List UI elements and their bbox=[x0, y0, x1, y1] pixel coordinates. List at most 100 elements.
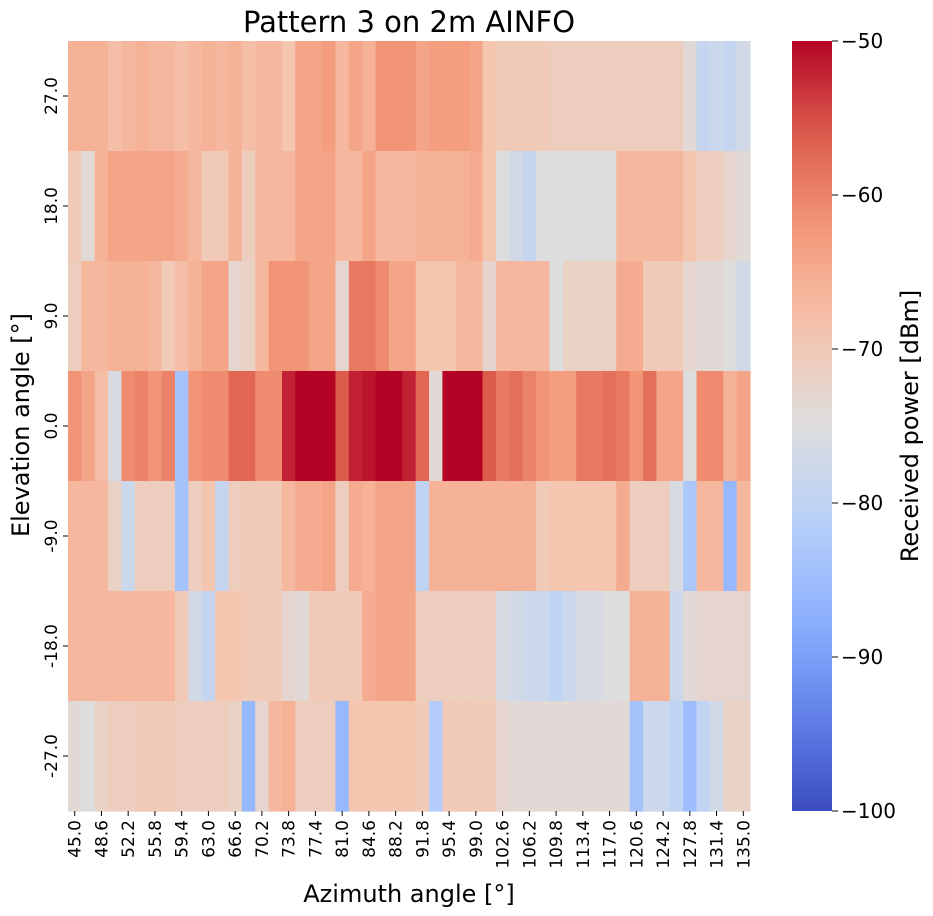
heatmap-cell bbox=[536, 41, 551, 152]
x-tick-label: 48.6 bbox=[92, 820, 112, 858]
heatmap-cell bbox=[108, 151, 123, 262]
heatmap-cell bbox=[629, 701, 644, 812]
heatmap-cell bbox=[268, 41, 283, 152]
heatmap-cell bbox=[281, 371, 296, 482]
x-tick-label: 84.6 bbox=[360, 820, 380, 858]
heatmap-cell bbox=[576, 151, 591, 262]
heatmap-cell bbox=[723, 371, 738, 482]
heatmap-cell bbox=[562, 701, 577, 812]
heatmap-cell bbox=[108, 41, 123, 152]
heatmap-cell bbox=[241, 701, 256, 812]
x-tick-label: 91.8 bbox=[413, 820, 433, 858]
heatmap-cell bbox=[375, 481, 390, 592]
heatmap-cell bbox=[495, 261, 510, 372]
x-tick-label: 113.4 bbox=[574, 820, 594, 869]
heatmap-cell bbox=[576, 261, 591, 372]
heatmap-cell bbox=[281, 151, 296, 262]
colorbar-label: Received power [dBm] bbox=[896, 290, 924, 562]
heatmap-cell bbox=[121, 591, 136, 702]
heatmap-cell bbox=[148, 371, 163, 482]
heatmap-cell bbox=[402, 701, 417, 812]
heatmap-cell bbox=[469, 41, 484, 152]
heatmap-cell bbox=[348, 371, 363, 482]
heatmap-cell bbox=[94, 481, 109, 592]
heatmap-cell bbox=[455, 261, 470, 372]
heatmap-cell bbox=[576, 371, 591, 482]
heatmap-cell bbox=[81, 481, 96, 592]
heatmap-cell bbox=[429, 261, 444, 372]
heatmap-cell bbox=[121, 41, 136, 152]
heatmap-cell bbox=[643, 701, 657, 812]
heatmap-cell bbox=[255, 371, 270, 482]
heatmap-cell bbox=[602, 701, 617, 812]
x-tick-label: 88.2 bbox=[387, 820, 407, 858]
heatmap-cell bbox=[643, 261, 657, 372]
heatmap-cell bbox=[375, 701, 390, 812]
heatmap-cell bbox=[656, 591, 671, 702]
heatmap-cell bbox=[228, 371, 243, 482]
heatmap-cell bbox=[602, 591, 617, 702]
heatmap-cell bbox=[188, 701, 203, 812]
colorbar-tick-label: −80 bbox=[841, 491, 883, 515]
heatmap-cell bbox=[348, 701, 363, 812]
heatmap-cell bbox=[322, 481, 337, 592]
heatmap-cell bbox=[94, 701, 109, 812]
heatmap-cell bbox=[362, 261, 377, 372]
heatmap-cell bbox=[495, 151, 510, 262]
heatmap-cell bbox=[241, 371, 256, 482]
heatmap-cell bbox=[255, 591, 270, 702]
heatmap-cell bbox=[161, 261, 176, 372]
heatmap-cell bbox=[442, 41, 457, 152]
heatmap-cell bbox=[335, 41, 350, 152]
heatmap-cell bbox=[108, 701, 123, 812]
heatmap-cell bbox=[683, 701, 698, 812]
x-tick-label: 135.0 bbox=[734, 820, 754, 869]
heatmap-cell bbox=[616, 261, 631, 372]
heatmap-cell bbox=[268, 151, 283, 262]
heatmap-cell bbox=[148, 481, 163, 592]
heatmap-cell bbox=[415, 151, 430, 262]
heatmap-cell bbox=[509, 151, 524, 262]
heatmap-cell bbox=[683, 261, 698, 372]
heatmap-cell bbox=[362, 371, 377, 482]
heatmap-cell bbox=[669, 41, 684, 152]
heatmap-cell bbox=[335, 371, 350, 482]
heatmap-cell bbox=[736, 701, 751, 812]
heatmap-cell bbox=[429, 481, 444, 592]
heatmap-cell bbox=[522, 371, 537, 482]
heatmap-cell bbox=[442, 261, 457, 372]
heatmap-cell bbox=[482, 261, 497, 372]
heatmap-cell bbox=[255, 701, 270, 812]
heatmap-cell bbox=[683, 151, 698, 262]
heatmap-cell bbox=[362, 481, 377, 592]
heatmap-cell bbox=[322, 701, 337, 812]
heatmap-cell bbox=[495, 41, 510, 152]
colorbar bbox=[792, 41, 832, 811]
heatmap-cell bbox=[455, 41, 470, 152]
heatmap-cell bbox=[429, 591, 444, 702]
heatmap-cell bbox=[215, 481, 230, 592]
heatmap-cell bbox=[81, 591, 96, 702]
heatmap-cell bbox=[669, 261, 684, 372]
heatmap-cell bbox=[362, 701, 377, 812]
heatmap-cell bbox=[121, 481, 136, 592]
x-tick-label: 66.6 bbox=[226, 820, 246, 858]
heatmap-cell bbox=[736, 591, 751, 702]
x-tick-label: 106.2 bbox=[520, 820, 540, 869]
heatmap-cell bbox=[375, 261, 390, 372]
heatmap-cell bbox=[201, 151, 216, 262]
heatmap-cell bbox=[161, 591, 176, 702]
heatmap-cell bbox=[201, 371, 216, 482]
heatmap-cell bbox=[308, 41, 323, 152]
heatmap-cell bbox=[68, 481, 82, 592]
heatmap-cell bbox=[241, 151, 256, 262]
heatmap-cell bbox=[308, 371, 323, 482]
heatmap-cell bbox=[201, 591, 216, 702]
heatmap-cell bbox=[68, 701, 82, 812]
heatmap-cell bbox=[643, 371, 657, 482]
heatmap-cell bbox=[509, 261, 524, 372]
heatmap-cell bbox=[388, 701, 403, 812]
heatmap-cell bbox=[469, 151, 484, 262]
heatmap-cell bbox=[616, 591, 631, 702]
